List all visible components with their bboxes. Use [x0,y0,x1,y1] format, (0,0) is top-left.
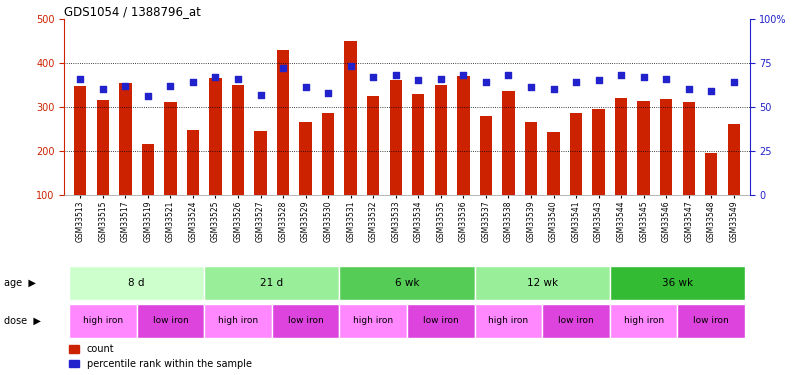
Bar [525,122,537,195]
Point [299,84,312,90]
Bar [210,78,222,195]
Point [118,83,131,89]
Bar [277,50,289,195]
Text: dose  ▶: dose ▶ [4,316,41,326]
FancyBboxPatch shape [69,266,204,300]
Point [254,92,267,98]
Point [704,88,717,94]
Point [141,93,154,99]
Bar [434,85,447,195]
Bar [232,85,244,195]
Bar [705,153,717,195]
Bar [299,122,312,195]
Point [97,86,110,92]
Point [412,78,425,84]
FancyBboxPatch shape [272,304,339,338]
Bar [412,94,425,195]
FancyBboxPatch shape [678,304,745,338]
Point [164,83,177,89]
Point [367,74,380,80]
Point [74,76,87,82]
Text: high iron: high iron [488,316,529,325]
Text: low iron: low iron [288,316,323,325]
FancyBboxPatch shape [339,304,407,338]
Text: 12 wk: 12 wk [526,278,558,288]
Point [727,79,740,85]
FancyBboxPatch shape [475,304,542,338]
Point [186,79,199,85]
FancyBboxPatch shape [136,304,204,338]
Text: high iron: high iron [83,316,123,325]
Bar [74,86,86,195]
Text: low iron: low iron [559,316,594,325]
Point [592,78,605,84]
Point [638,74,650,80]
Text: low iron: low iron [693,316,729,325]
Bar [344,41,357,195]
Text: low iron: low iron [152,316,189,325]
Bar [164,102,177,195]
Bar [255,131,267,195]
Bar [615,98,627,195]
Point [683,86,696,92]
FancyBboxPatch shape [339,266,475,300]
Bar [660,99,672,195]
Point [322,90,334,96]
Bar [683,102,695,195]
Bar [592,109,604,195]
Bar [187,130,199,195]
Text: high iron: high iron [218,316,258,325]
Bar [570,113,582,195]
FancyBboxPatch shape [69,304,136,338]
Text: 8 d: 8 d [128,278,145,288]
Point [547,86,560,92]
Point [615,72,628,78]
Text: 21 d: 21 d [260,278,284,288]
Bar [502,92,515,195]
Text: GDS1054 / 1388796_at: GDS1054 / 1388796_at [64,4,202,18]
Bar [142,144,154,195]
Text: age  ▶: age ▶ [4,278,36,288]
Bar [367,96,380,195]
Point [344,63,357,69]
Bar [119,82,131,195]
Point [276,65,289,71]
Point [231,76,244,82]
Text: 6 wk: 6 wk [395,278,419,288]
FancyBboxPatch shape [610,266,745,300]
FancyBboxPatch shape [542,304,610,338]
Point [660,76,673,82]
Bar [547,132,559,195]
Point [457,72,470,78]
Bar [97,100,109,195]
Bar [728,124,740,195]
FancyBboxPatch shape [610,304,678,338]
Bar [322,114,334,195]
Point [502,72,515,78]
Text: 36 wk: 36 wk [662,278,693,288]
Point [480,79,492,85]
Point [434,76,447,82]
Legend: count, percentile rank within the sample: count, percentile rank within the sample [65,340,256,373]
FancyBboxPatch shape [204,266,339,300]
Bar [638,101,650,195]
FancyBboxPatch shape [204,304,272,338]
Text: high iron: high iron [624,316,663,325]
FancyBboxPatch shape [407,304,475,338]
Point [209,74,222,80]
Bar [457,76,470,195]
Bar [389,81,402,195]
FancyBboxPatch shape [475,266,610,300]
Bar [480,116,492,195]
Point [570,79,583,85]
Point [525,84,538,90]
Text: high iron: high iron [353,316,393,325]
Point [389,72,402,78]
Text: low iron: low iron [423,316,459,325]
